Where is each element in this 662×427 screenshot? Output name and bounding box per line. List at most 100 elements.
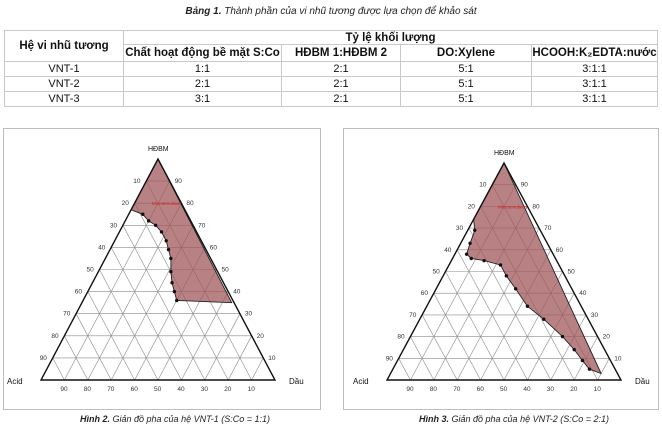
cell: 1:1 <box>123 61 282 77</box>
tick-label-bottom: 30 <box>547 386 555 393</box>
grid-line-right <box>227 335 252 381</box>
grid-line-right <box>550 314 587 381</box>
tick-label-bottom: 70 <box>107 386 115 393</box>
tick-label-bottom: 90 <box>60 386 68 393</box>
tick-label-right: 10 <box>268 355 276 362</box>
tick-label-bottom: 60 <box>477 386 485 393</box>
tick-label-left: 90 <box>40 355 48 362</box>
tick-label-left: 70 <box>409 312 417 319</box>
grid-line-left <box>410 336 435 381</box>
tick-label-left: 60 <box>421 290 429 297</box>
apex-label-right: Dầu <box>289 377 304 386</box>
boundary-point <box>159 230 164 234</box>
tick-label-right: 30 <box>591 312 599 319</box>
tick-label-bottom: 10 <box>248 386 256 393</box>
figure-3-panel: 10 10 10 20 20 20 30 30 30 40 40 40 50 50 50 60 60 60 70 70… <box>343 128 659 410</box>
tick-label-left: 20 <box>468 203 476 210</box>
tick-label-right: 40 <box>579 290 587 297</box>
table-caption: Bảng 1. Thành phần của vi nhũ tương được… <box>0 6 662 17</box>
boundary-point <box>464 252 469 256</box>
row-name: VNT-2 <box>4 76 124 92</box>
boundary-point <box>468 241 472 245</box>
grid-line-left <box>52 357 65 381</box>
tick-label-bottom: 40 <box>177 386 185 393</box>
tick-label-left: 80 <box>51 333 59 340</box>
tick-label-right: 10 <box>614 355 622 362</box>
cell: 5:1 <box>400 76 532 92</box>
tick-label-right: 90 <box>175 178 183 185</box>
region-label: Microemulsion <box>152 201 182 206</box>
boundary-point <box>164 239 168 243</box>
tick-label-left: 40 <box>444 247 452 254</box>
col-header: HĐBM 1:HĐBM 2 <box>281 44 401 62</box>
tick-label-left: 30 <box>456 225 464 232</box>
tick-label-right: 30 <box>245 311 253 318</box>
tick-label-left: 90 <box>386 355 394 362</box>
boundary-point <box>525 304 530 308</box>
grid-line-left <box>75 313 112 381</box>
grid-line-right <box>251 357 264 381</box>
boundary-point <box>146 219 151 223</box>
boundary-point <box>170 281 174 285</box>
tick-label-bottom: 40 <box>523 386 531 393</box>
col-header: HCOOH:K₂EDTA:nước <box>531 44 658 62</box>
boundary-point <box>166 247 171 252</box>
tick-label-right: 70 <box>198 222 206 229</box>
table-row: VNT-2 2:1 2:1 5:1 3:1:1 <box>4 76 658 92</box>
tick-label-bottom: 80 <box>430 386 438 393</box>
tick-label-right: 40 <box>233 289 241 296</box>
tick-label-right: 50 <box>222 267 230 274</box>
apex-label-left: Acid <box>353 377 369 386</box>
triangle-outline <box>385 161 623 381</box>
cell: 3:1:1 <box>531 61 658 77</box>
boundary-point <box>587 367 592 371</box>
grid-line-right <box>204 313 241 381</box>
cell: 2:1 <box>281 76 401 92</box>
tick-label-bottom: 90 <box>406 386 414 393</box>
table-number: Bảng 1. <box>185 6 222 17</box>
tick-label-bottom: 80 <box>84 386 92 393</box>
tick-label-left: 50 <box>87 267 95 274</box>
col-header: DO:Xylene <box>400 44 532 62</box>
tick-label-right: 20 <box>257 333 265 340</box>
tick-label-left: 60 <box>75 289 83 296</box>
grid-line-left <box>87 291 135 381</box>
grid-line-right <box>181 291 229 381</box>
tick-label-bottom: 20 <box>224 386 232 393</box>
ternary-diagram-vnt1: 10 10 10 20 20 20 30 30 30 40 40 40 50 50 50 60 60 60 70 70… <box>7 146 304 393</box>
apex-label-left: Acid <box>7 377 23 386</box>
figure-number: Hình 3. <box>419 414 450 424</box>
boundary-point <box>169 270 173 274</box>
figure-3-caption: Hình 3. Giản đồ pha của hệ VNT-2 (S:Co =… <box>419 414 609 424</box>
boundary-point <box>469 256 473 261</box>
tick-label-bottom: 70 <box>453 386 461 393</box>
triangle-outline <box>39 157 277 381</box>
tick-label-right: 20 <box>603 334 611 341</box>
apex-label-top: HĐBM <box>494 150 515 157</box>
region-label: Microemulsion <box>498 204 528 209</box>
tick-label-bottom: 50 <box>154 386 162 393</box>
grid-line-left <box>122 225 206 381</box>
cell: 3:1 <box>123 91 282 107</box>
tick-label-left: 10 <box>133 178 141 185</box>
row-header: Hệ vi nhũ tương <box>4 30 124 62</box>
tick-label-right: 50 <box>568 269 576 276</box>
boundary-point <box>141 212 145 216</box>
figure-2-panel: 10 10 10 20 20 20 30 30 30 40 40 40 50 50 50 60 60 60 70 70… <box>3 128 321 410</box>
boundary-point <box>169 256 173 261</box>
table-caption-text: Thành phần của vi nhũ tương được lựa chọ… <box>221 6 477 17</box>
microemulsion-region <box>466 161 602 375</box>
row-name: VNT-3 <box>4 91 124 107</box>
table-row: VNT-3 3:1 2:1 5:1 3:1:1 <box>4 91 658 107</box>
figure-caption-text: Giản đồ pha của hệ VNT-1 (S:Co = 1:1) <box>110 414 271 424</box>
tick-label-bottom: 30 <box>201 386 209 393</box>
tick-label-right: 60 <box>210 244 218 251</box>
boundary-point <box>504 274 509 278</box>
cell: 3:1:1 <box>531 91 658 107</box>
tick-label-left: 50 <box>433 269 441 276</box>
ternary-diagram-vnt2: 10 10 10 20 20 20 30 30 30 40 40 40 50 50 50 60 60 60 70 70… <box>353 150 650 393</box>
tick-label-right: 60 <box>556 247 564 254</box>
table-row: VNT-1 1:1 2:1 5:1 3:1:1 <box>4 61 658 77</box>
tick-label-right: 80 <box>186 200 194 207</box>
grid-line-left <box>433 293 481 381</box>
